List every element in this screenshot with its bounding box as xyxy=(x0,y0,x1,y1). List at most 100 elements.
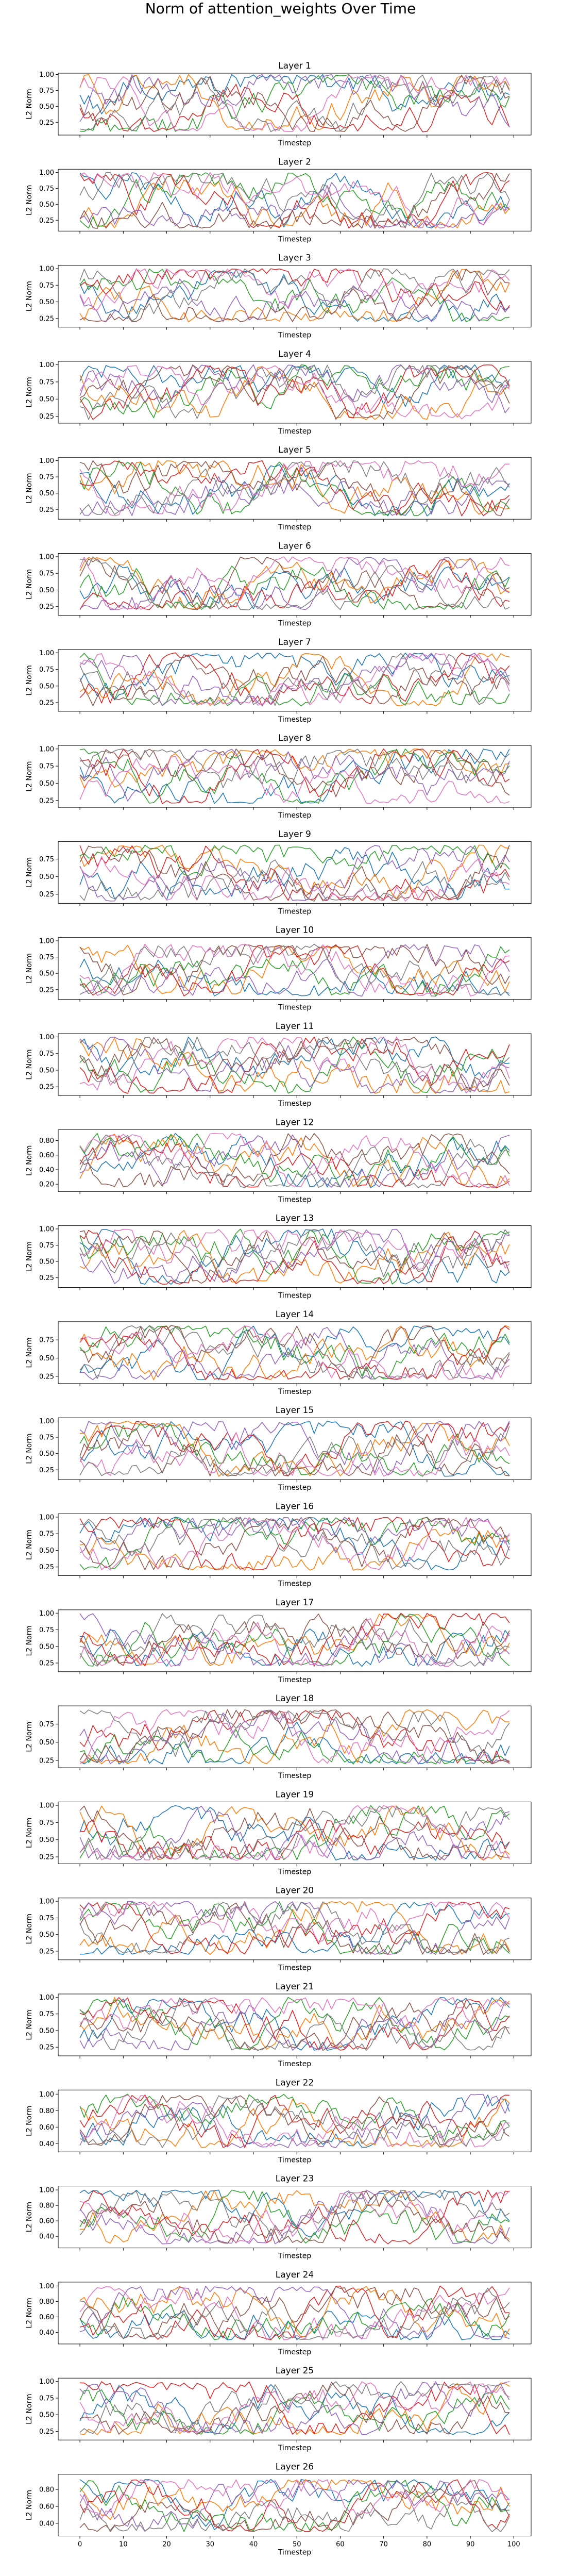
y-tick-label: 0.25 xyxy=(39,1467,54,1474)
subplot-layer-10: Layer 10 0.25 0.50 0.75 1.00 L2 Norm Timestep xyxy=(25,925,532,1012)
y-tick-label: 0.75 xyxy=(39,1531,54,1538)
y-tick-label: 0.50 xyxy=(39,2412,54,2419)
axes-frame xyxy=(58,937,532,1000)
y-tick-label: 0.25 xyxy=(39,315,54,323)
series-line-6 xyxy=(79,269,509,322)
series-line-4 xyxy=(80,749,510,805)
series-line-7 xyxy=(79,1517,510,1570)
series-line-8 xyxy=(79,364,510,420)
y-axis-label: L2 Norm xyxy=(25,1434,33,1464)
x-axis-label: Timestep xyxy=(278,1484,312,1492)
series-line-6 xyxy=(79,2000,510,2051)
y-axis-label: L2 Norm xyxy=(25,2009,33,2040)
series-line-3 xyxy=(79,2480,509,2532)
y-tick-label: 0.50 xyxy=(39,780,54,788)
series-line-1 xyxy=(79,1997,510,2051)
subplot-layer-11: Layer 11 0.25 0.50 0.75 1.00 L2 Norm Timestep xyxy=(25,1021,532,1108)
y-tick-label: 0.75 xyxy=(39,87,54,95)
y-tick-label: 0.60 xyxy=(39,2314,54,2321)
series-line-1 xyxy=(79,1325,510,1381)
series-line-7 xyxy=(79,1901,510,1942)
series-line-6 xyxy=(79,1325,510,1379)
series-line-5 xyxy=(79,2479,510,2532)
axes-frame xyxy=(58,553,532,616)
series-group xyxy=(79,943,510,997)
series-line-8 xyxy=(79,1228,510,1278)
series-group xyxy=(79,74,510,132)
y-tick-label: 0.60 xyxy=(39,1152,54,1159)
axes-frame xyxy=(58,1417,532,1480)
subplot-layer-26: Layer 26 0.40 0.60 0.80 L2 Norm 0 10 20 30 40 50 60… xyxy=(25,2462,532,2557)
series-line-4 xyxy=(79,1901,510,1954)
series-line-1 xyxy=(79,1721,510,1765)
x-axis-label: Timestep xyxy=(278,1676,312,1684)
series-line-6 xyxy=(79,1517,510,1570)
y-tick-label: 1.00 xyxy=(39,2091,54,2099)
y-tick-label: 0.50 xyxy=(39,396,54,404)
y-tick-label: 1.00 xyxy=(39,1034,54,1041)
subplot-layer-12: Layer 12 0.20 0.40 0.60 0.80 L2 Norm Timestep xyxy=(25,1117,532,1204)
axes-frame xyxy=(58,1129,532,1192)
series-line-2 xyxy=(79,460,510,515)
axes-frame xyxy=(58,2474,532,2536)
series-line-1 xyxy=(79,2384,510,2435)
series-line-6 xyxy=(79,460,510,517)
series-line-2 xyxy=(79,1038,510,1094)
y-tick-label: 0.75 xyxy=(39,666,54,674)
x-tick-label: 60 xyxy=(336,2541,345,2549)
y-tick-label: 0.25 xyxy=(39,1854,54,1862)
y-axis-label: L2 Norm xyxy=(25,1721,33,1752)
series-line-8 xyxy=(80,1517,510,1570)
y-axis-label: L2 Norm xyxy=(25,1337,33,1368)
series-group xyxy=(79,1613,510,1667)
series-line-8 xyxy=(79,268,510,322)
series-line-6 xyxy=(79,1614,510,1666)
series-line-7 xyxy=(79,1036,510,1093)
subplot-title: Layer 12 xyxy=(276,1117,314,1127)
series-line-8 xyxy=(79,460,510,515)
y-tick-label: 1.00 xyxy=(39,1802,54,1810)
y-tick-label: 0.75 xyxy=(39,1337,54,1344)
series-line-6 xyxy=(79,1037,510,1090)
series-line-4 xyxy=(79,2095,509,2148)
series-line-7 xyxy=(79,172,510,229)
y-axis-label: L2 Norm xyxy=(25,1241,33,1272)
series-line-3 xyxy=(79,1036,510,1094)
series-line-8 xyxy=(80,556,510,610)
series-line-2 xyxy=(79,1230,510,1284)
subplot-title: Layer 20 xyxy=(276,1886,314,1896)
series-line-1 xyxy=(79,847,509,901)
series-line-5 xyxy=(79,653,510,706)
series-line-3 xyxy=(79,653,510,707)
series-line-6 xyxy=(79,654,510,706)
y-tick-label: 0.25 xyxy=(39,1564,54,1571)
y-tick-label: 0.25 xyxy=(39,986,54,994)
y-tick-label: 0.50 xyxy=(39,1547,54,1555)
series-line-8 xyxy=(79,943,510,997)
series-line-2 xyxy=(79,1613,510,1666)
y-tick-label: 0.75 xyxy=(39,954,54,961)
subplot-title: Layer 1 xyxy=(278,61,311,71)
subplot-layer-5: Layer 5 0.25 0.50 0.75 1.00 L2 Norm Timestep xyxy=(25,445,532,531)
series-line-5 xyxy=(79,74,510,127)
series-group xyxy=(79,2285,510,2340)
series-line-6 xyxy=(79,1902,510,1955)
subplot-layer-22: Layer 22 0.40 0.60 0.80 1.00 L2 Norm Timestep xyxy=(25,2078,532,2164)
subplot-title: Layer 2 xyxy=(278,157,311,167)
subplot-title: Layer 23 xyxy=(276,2174,314,2184)
y-tick-label: 0.25 xyxy=(39,797,54,805)
subplot-layer-14: Layer 14 0.25 0.50 0.75 L2 Norm Timestep xyxy=(25,1309,532,1396)
y-tick-label: 0.50 xyxy=(39,2027,54,2035)
series-line-4 xyxy=(80,1819,510,1860)
y-axis-label: L2 Norm xyxy=(25,473,33,504)
series-line-1 xyxy=(79,172,510,229)
x-axis-label: Timestep xyxy=(278,1964,312,1972)
series-line-6 xyxy=(79,75,510,132)
x-axis-label: Timestep xyxy=(278,620,312,628)
axes-frame xyxy=(58,1514,532,1576)
y-tick-label: 0.80 xyxy=(39,2202,54,2210)
axes-frame xyxy=(58,1705,532,1768)
series-line-7 xyxy=(79,1432,510,1477)
series-line-8 xyxy=(79,1134,510,1188)
series-group xyxy=(79,1517,510,1571)
